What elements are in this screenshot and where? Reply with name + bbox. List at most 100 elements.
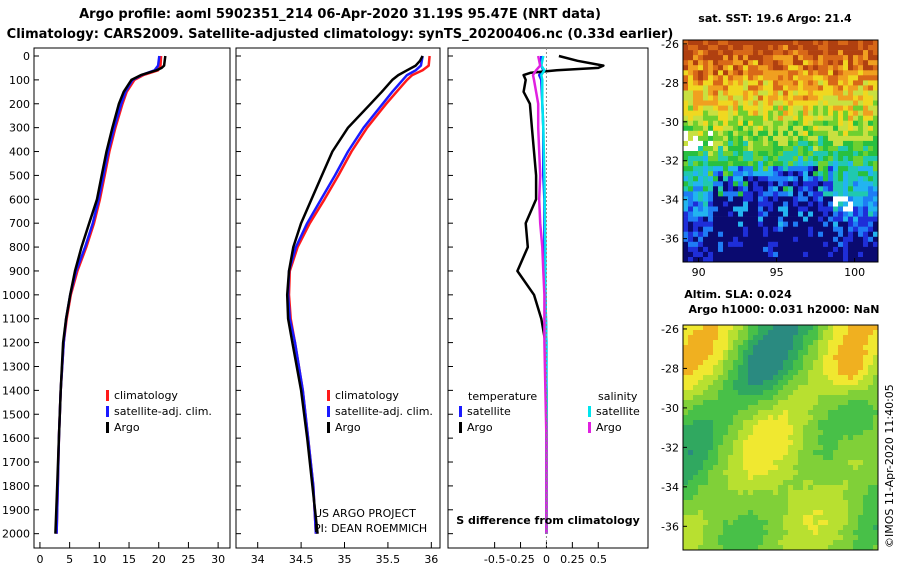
sst-cell [823,110,829,116]
sla-cell [723,470,729,476]
sla-cell [743,450,749,456]
sst-cell [733,161,739,167]
sst-cell [858,110,864,116]
sst-cell [793,135,799,142]
sst-cell [798,181,804,187]
sst-cell [873,257,879,263]
sla-cell [728,525,734,531]
temp-frame [33,47,231,549]
sla-cell [798,470,804,476]
sla-cell [818,465,824,471]
sst-cell [698,211,704,217]
sla-cell [703,390,709,396]
sst-cell [748,191,754,197]
sst-cell [713,70,719,76]
sst-cell [818,105,824,111]
sst-cell [688,206,694,212]
sla-cell [833,345,839,351]
sla-cell [688,350,694,356]
sla-cell [803,530,809,536]
sla-cell [758,390,764,396]
sla-cell [773,480,779,486]
sst-cell [848,231,854,238]
sla-cell [788,450,794,456]
sla-cell [753,515,759,521]
sla-cell [708,460,714,466]
sla-cell [813,420,819,426]
sla-cell [873,455,879,461]
sst-cell [783,95,789,101]
depth-tick-label: 1800 [2,480,30,493]
sla-cell [708,465,714,471]
sla-cell [683,395,689,401]
sla-cell [853,480,859,486]
sst-cell [718,55,724,61]
sst-cell [733,156,739,162]
sst-cell [713,65,719,71]
sst-cell [753,120,759,127]
sla-cell [858,430,864,436]
sla-cell [793,330,799,336]
sst-cell [863,95,869,101]
sst-cell [698,130,704,137]
sst-cell [798,80,804,86]
sla-cell [753,380,759,386]
sst-cell [703,216,709,222]
sla-cell [828,540,834,546]
sst-cell [843,140,849,147]
sla-cell [873,395,879,401]
sla-cell [778,515,784,521]
sla-cell [818,330,824,336]
sla-cell [683,370,689,376]
sst-cell [718,85,724,91]
sla-cell [838,435,844,441]
sst-cell [798,90,804,96]
sla-cell [768,380,774,386]
sla-cell [788,375,794,381]
sst-cell [803,135,809,142]
sst-cell [683,40,689,46]
sla-cell [868,445,874,451]
sla-cell [743,460,749,466]
sla-cell [718,410,724,416]
sla-cell [818,420,824,426]
sst-cell [733,75,739,81]
sla-cell [848,355,854,361]
sst-cell [828,50,834,56]
sst-cell [738,196,744,202]
sla-cell [853,510,859,516]
sst-cell [868,236,874,243]
sst-cell [698,55,704,61]
sla-cell [803,375,809,381]
sla-cell [783,360,789,366]
sla-cell [698,380,704,386]
sst-cell [828,216,834,222]
sla-cell [688,405,694,411]
sst-cell [683,211,689,217]
sla-cell [763,395,769,401]
sal-legend-label: climatology [335,389,399,402]
sla-cell [753,540,759,546]
sla-cell [788,370,794,376]
sst-cell [873,135,879,142]
sla-cell [818,360,824,366]
sst-cell [758,70,764,76]
sla-cell [843,345,849,351]
sst-cell [738,40,744,46]
sst-cell [803,201,809,207]
sla-cell [768,405,774,411]
sst-cell [733,251,739,258]
sst-cell [693,90,699,96]
sla-cell [723,405,729,411]
sla-cell [863,485,869,491]
sst-cell [813,130,819,137]
sst-cell [738,146,744,152]
sst-cell [748,146,754,152]
sla-cell [743,375,749,381]
sla-cell [868,420,874,426]
sla-cell [708,430,714,436]
sla-cell [768,475,774,481]
sst-cell [873,130,879,137]
sst-cell [683,50,689,56]
sla-cell [768,400,774,406]
